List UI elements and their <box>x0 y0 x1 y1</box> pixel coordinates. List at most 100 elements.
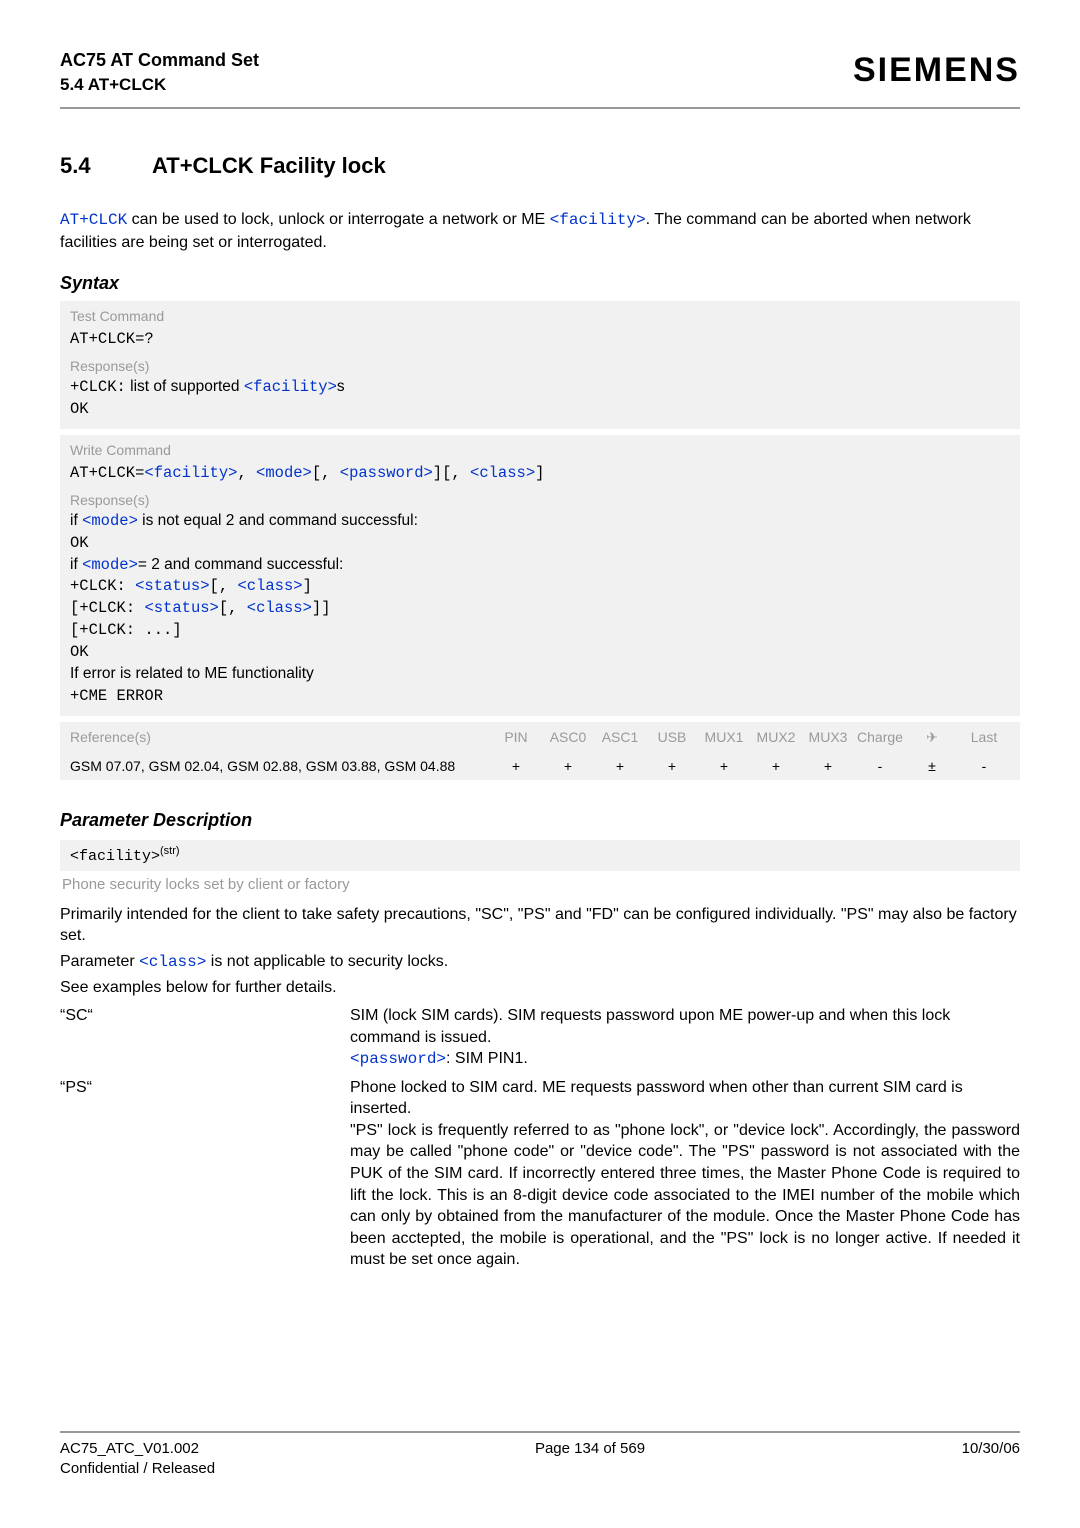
write-class2[interactable]: <class> <box>247 599 312 617</box>
write-clck-prefix2: +CLCK: <box>79 599 144 617</box>
param-p1: Primarily intended for the client to tak… <box>60 904 1020 947</box>
write-cmd-prefix: AT+CLCK= <box>70 464 144 482</box>
param-body: Primarily intended for the client to tak… <box>60 904 1020 999</box>
ref-val-6: + <box>802 757 854 776</box>
write-if2-mode[interactable]: <mode> <box>82 556 138 574</box>
write-if2-a: if <box>70 556 82 573</box>
section-heading: 5.4AT+CLCK Facility lock <box>60 151 1020 181</box>
ref-val-4: + <box>698 757 750 776</box>
test-ok: OK <box>70 399 1010 420</box>
ref-col-9: Last <box>958 728 1010 747</box>
section-number: 5.4 <box>60 151 152 181</box>
ref-col-7: Charge <box>854 728 906 747</box>
row-ps-key: “PS“ <box>60 1077 350 1271</box>
ref-col-5: MUX2 <box>750 728 802 747</box>
reference-block: Reference(s) PIN ASC0 ASC1 USB MUX1 MUX2… <box>60 722 1020 780</box>
write-cmd-mode[interactable]: <mode> <box>256 464 312 482</box>
parameter-description-heading: Parameter Description <box>60 808 1020 832</box>
ref-val-7: - <box>854 757 906 776</box>
ref-val-5: + <box>750 757 802 776</box>
footer-right: 10/30/06 <box>820 1439 1020 1480</box>
write-cmd-class[interactable]: <class> <box>470 464 535 482</box>
write-response-label: Response(s) <box>70 485 1010 510</box>
test-command-label: Test Command <box>60 301 1020 326</box>
write-command-block: Write Command AT+CLCK=<facility>, <mode>… <box>60 435 1020 716</box>
doc-title: AC75 AT Command Set <box>60 48 259 72</box>
param-sub: Phone security locks set by client or fa… <box>60 875 1020 895</box>
ref-val-1: + <box>542 757 594 776</box>
write-class1[interactable]: <class> <box>237 577 302 595</box>
intro-paragraph: AT+CLCK can be used to lock, unlock or i… <box>60 209 1020 253</box>
write-ok1: OK <box>70 533 1010 554</box>
write-if2: if <mode>= 2 and command successful: <box>70 555 1010 576</box>
param-p3: See examples below for further details. <box>60 977 1020 999</box>
doc-sub: 5.4 AT+CLCK <box>60 74 259 97</box>
test-resp-prefix: +CLCK: <box>70 378 126 396</box>
row-ps: “PS“ Phone locked to SIM card. ME reques… <box>60 1077 1020 1271</box>
write-command-label: Write Command <box>60 435 1020 460</box>
reference-body-row: GSM 07.07, GSM 02.04, GSM 02.88, GSM 03.… <box>60 751 1020 780</box>
write-if1-b: is not equal 2 and command successful: <box>138 512 418 529</box>
ref-val-8: ± <box>906 757 958 776</box>
write-cmd-password[interactable]: <password> <box>340 464 433 482</box>
row-ps-value: Phone locked to SIM card. ME requests pa… <box>350 1077 1020 1271</box>
ref-col-3: USB <box>646 728 698 747</box>
footer-left2: Confidential / Released <box>60 1459 360 1479</box>
row-ps-v2: "PS" lock is frequently referred to as "… <box>350 1120 1020 1271</box>
write-clck-line1: +CLCK: <status>[, <class>] <box>70 576 1010 597</box>
param-name: <facility> <box>70 848 160 865</box>
row-sc-v2: <password>: SIM PIN1. <box>350 1048 1020 1071</box>
reference-values: + + + + + + + - ± - <box>490 751 1020 780</box>
row-sc-v1: SIM (lock SIM cards). SIM requests passw… <box>350 1005 1020 1048</box>
write-ellipsis: [+CLCK: ...] <box>70 620 1010 641</box>
test-response-label: Response(s) <box>70 351 1010 376</box>
header-left: AC75 AT Command Set 5.4 AT+CLCK <box>60 48 259 97</box>
intro-cmd-link[interactable]: AT+CLCK <box>60 211 127 229</box>
ref-col-1: ASC0 <box>542 728 594 747</box>
reference-label: Reference(s) <box>60 722 490 751</box>
write-status2[interactable]: <status> <box>144 599 218 617</box>
test-resp-suffix: s <box>337 378 345 395</box>
write-if1: if <mode> is not equal 2 and command suc… <box>70 511 1010 532</box>
write-if1-mode[interactable]: <mode> <box>82 512 138 530</box>
ref-val-2: + <box>594 757 646 776</box>
test-resp-text: list of supported <box>126 378 244 395</box>
intro-text-1: can be used to lock, unlock or interroga… <box>127 211 549 228</box>
ref-col-6: MUX3 <box>802 728 854 747</box>
footer-left: AC75_ATC_V01.002 Confidential / Released <box>60 1439 360 1480</box>
page-header: AC75 AT Command Set 5.4 AT+CLCK SIEMENS <box>60 48 1020 109</box>
param-p2: Parameter <class> is not applicable to s… <box>60 951 1020 974</box>
row-sc-key: “SC“ <box>60 1005 350 1071</box>
write-ok2: OK <box>70 642 1010 663</box>
param-p2a: Parameter <box>60 953 139 970</box>
write-if1-a: if <box>70 512 82 529</box>
footer-center: Page 134 of 569 <box>360 1439 820 1480</box>
intro-facility-link[interactable]: <facility> <box>550 211 646 229</box>
reference-columns: PIN ASC0 ASC1 USB MUX1 MUX2 MUX3 Charge … <box>490 722 1020 751</box>
page-footer: AC75_ATC_V01.002 Confidential / Released… <box>60 1431 1020 1480</box>
param-sup: (str) <box>160 845 180 857</box>
brand-logo: SIEMENS <box>853 48 1020 94</box>
ref-col-2: ASC1 <box>594 728 646 747</box>
write-status1[interactable]: <status> <box>135 577 209 595</box>
param-p2b: is not applicable to security locks. <box>206 953 448 970</box>
row-sc: “SC“ SIM (lock SIM cards). SIM requests … <box>60 1005 1020 1071</box>
param-name-box: <facility>(str) <box>60 840 1020 871</box>
ref-val-9: - <box>958 757 1010 776</box>
footer-left1: AC75_ATC_V01.002 <box>60 1439 360 1459</box>
ref-col-4: MUX1 <box>698 728 750 747</box>
write-err-text: If error is related to ME functionality <box>70 664 1010 685</box>
test-command-block: Test Command AT+CLCK=? Response(s) +CLCK… <box>60 301 1020 429</box>
ref-col-8: ✈ <box>906 728 958 747</box>
write-cmd-facility[interactable]: <facility> <box>144 464 237 482</box>
reference-header-row: Reference(s) PIN ASC0 ASC1 USB MUX1 MUX2… <box>60 722 1020 751</box>
param-p2-class[interactable]: <class> <box>139 953 206 971</box>
row-ps-v1: Phone locked to SIM card. ME requests pa… <box>350 1077 1020 1120</box>
syntax-heading: Syntax <box>60 271 1020 295</box>
test-resp-facility[interactable]: <facility> <box>244 378 337 396</box>
write-cme: +CME ERROR <box>70 686 1010 707</box>
write-clck-line2: [+CLCK: <status>[, <class>]] <box>70 598 1010 619</box>
section-title: AT+CLCK Facility lock <box>152 153 386 178</box>
row-sc-password[interactable]: <password> <box>350 1050 446 1068</box>
reference-body-text: GSM 07.07, GSM 02.04, GSM 02.88, GSM 03.… <box>60 751 490 780</box>
